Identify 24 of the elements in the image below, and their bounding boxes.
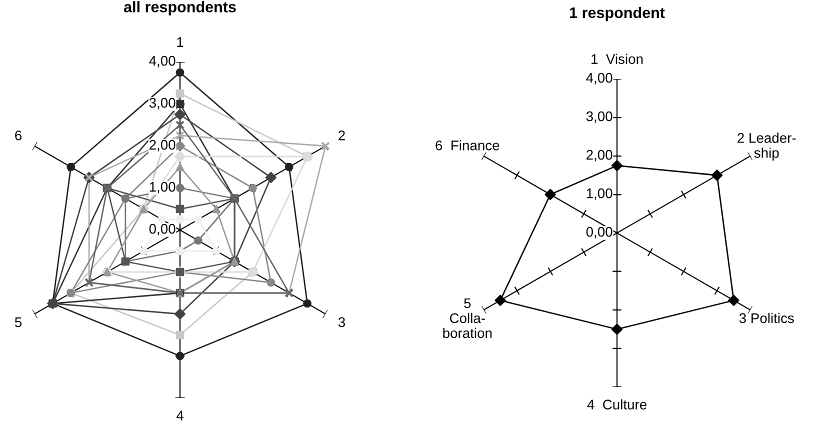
y-tick-label: 3,00 [149,98,176,110]
chart-title: all respondents [124,1,236,16]
y-tick-label: 4,00 [586,72,612,84]
spoke-label: 3 [338,317,345,328]
spoke-label: 2 [338,130,345,140]
spoke-label: 1 [177,37,184,47]
spoke-label: 5 [14,317,22,328]
spoke-label: 4 Culture [587,399,646,410]
y-tick-label: 1,00 [586,188,612,200]
y-tick-label: 2,00 [586,150,612,162]
spoke-label: 6 [15,130,22,140]
spoke-label: 4 [176,410,184,420]
y-tick-label: 0,00 [149,224,176,236]
y-tick-label: 0,00 [586,226,612,238]
y-tick-label: 2,00 [150,140,176,152]
chart-title: 1 respondent [570,6,665,22]
spoke-label: 5 Colla- boration [443,298,492,338]
spoke-label: 2 Leader- ship [738,132,796,161]
spoke-label: 3 Politics [739,312,794,324]
spoke-label: 6 Finance [436,140,500,150]
y-tick-label: 1,00 [150,182,176,194]
y-tick-label: 3,00 [586,111,612,123]
y-tick-label: 4,00 [149,56,176,68]
spoke-label: 1 Vision [592,54,643,64]
